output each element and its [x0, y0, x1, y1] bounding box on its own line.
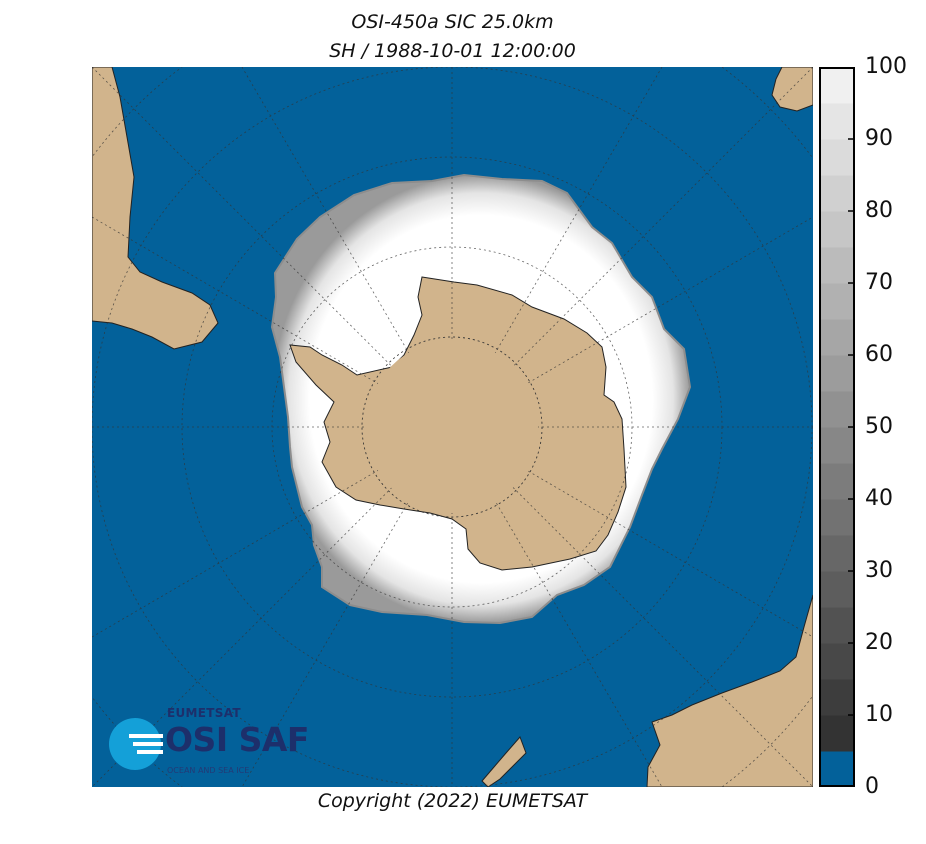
logo-osisaf-text: OSI SAF [165, 720, 309, 759]
colorbar-segment [819, 427, 855, 464]
colorbar [819, 67, 855, 787]
africa-landmass [771, 67, 813, 112]
colorbar-segment [819, 211, 855, 248]
colorbar-segment [819, 571, 855, 608]
map-title-date: SH / 1988-10-01 12:00:00 [329, 40, 576, 62]
colorbar-segment [819, 139, 855, 176]
colorbar-tick-label: 20 [865, 630, 893, 655]
colorbar-tick-label: 40 [865, 486, 893, 511]
colorbar-segment [819, 67, 855, 104]
colorbar-tick-label: 70 [865, 270, 893, 295]
sea-ice-map [92, 67, 813, 787]
new-zealand-landmass [481, 736, 527, 787]
colorbar-segment [819, 751, 855, 787]
map-title-product: OSI-450a SIC 25.0km [351, 11, 554, 33]
osisaf-logo: EUMETSAT OSI SAF OCEAN AND SEA ICE [105, 706, 335, 784]
colorbar-tick-label: 90 [865, 126, 893, 151]
osisaf-logo-emblem [109, 718, 163, 770]
colorbar-tick-label: 50 [865, 414, 893, 439]
colorbar-tick-label: 30 [865, 558, 893, 583]
colorbar-segment [819, 643, 855, 680]
australia-landmass [646, 594, 813, 787]
colorbar-segment [819, 715, 855, 752]
colorbar-segment [819, 535, 855, 572]
logo-subtitle-text: OCEAN AND SEA ICE [167, 766, 250, 775]
colorbar-tick-label: 0 [865, 774, 879, 799]
colorbar-segment [819, 355, 855, 392]
copyright-text: Copyright (2022) EUMETSAT [317, 790, 588, 812]
south-america-landmass [92, 67, 219, 350]
colorbar-segment [819, 103, 855, 140]
colorbar-segment [819, 319, 855, 356]
colorbar-tick-label: 10 [865, 702, 893, 727]
colorbar-tick-label: 80 [865, 198, 893, 223]
colorbar-tick-label: 60 [865, 342, 893, 367]
colorbar-segment [819, 499, 855, 536]
colorbar-segment [819, 247, 855, 284]
logo-eumetsat-text: EUMETSAT [167, 706, 241, 720]
colorbar-segment [819, 175, 855, 212]
colorbar-segment [819, 391, 855, 428]
colorbar-segment [819, 283, 855, 320]
colorbar-segment [819, 463, 855, 500]
colorbar-segment [819, 607, 855, 644]
colorbar-tick-label: 100 [865, 54, 907, 79]
pole-land [366, 341, 538, 513]
colorbar-segment [819, 679, 855, 716]
